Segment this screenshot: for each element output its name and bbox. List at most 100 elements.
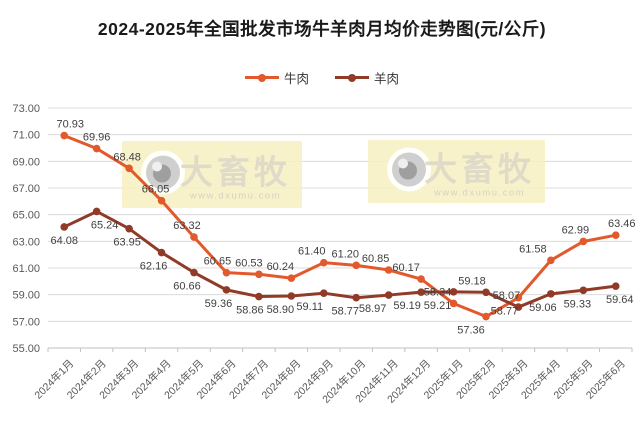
legend-label: 牛肉 [283, 72, 309, 86]
x-axis: 2024年1月2024年2月2024年3月2024年4月2024年5月2024年… [32, 347, 633, 406]
data-label: 61.58 [519, 243, 547, 255]
data-point-marker [352, 293, 361, 302]
data-label: 60.85 [362, 253, 390, 265]
data-label: 66.05 [142, 184, 170, 196]
legend-label: 羊肉 [374, 72, 400, 86]
data-label: 58.97 [359, 303, 387, 315]
data-label: 58.34 [424, 286, 452, 298]
data-label: 63.95 [113, 237, 141, 249]
watermark-url-text: www.dxumu.com [189, 191, 281, 202]
data-point-marker [579, 237, 588, 246]
watermark-brand-text: 大畜牧 [424, 151, 535, 188]
data-label: 60.66 [173, 281, 201, 293]
data-label: 61.40 [298, 246, 326, 258]
data-point-marker [125, 224, 133, 233]
data-point-marker [514, 303, 523, 311]
y-axis-tick-label: 73.00 [12, 103, 40, 115]
data-label: 58.07 [493, 290, 521, 302]
data-point-marker [547, 256, 555, 265]
legend-item-beef: 牛肉 [244, 68, 309, 87]
data-point-marker [222, 268, 231, 277]
y-axis-tick-label: 67.00 [12, 183, 40, 195]
data-label: 59.21 [424, 300, 452, 312]
data-point-marker [255, 270, 263, 279]
data-label: 59.36 [205, 298, 233, 310]
data-label: 62.99 [562, 224, 590, 236]
data-label: 59.06 [529, 302, 557, 314]
data-point-marker [319, 289, 328, 298]
legend-line-marker-icon [244, 76, 279, 79]
data-label: 60.24 [267, 261, 295, 273]
data-point-marker [611, 231, 620, 239]
data-point-marker [384, 266, 393, 274]
watermark-eye-logo-icon [387, 147, 431, 192]
watermark-eye-logo-icon [141, 150, 185, 195]
data-point-marker [319, 258, 328, 267]
data-point-marker [514, 293, 523, 302]
data-point-marker [255, 292, 263, 301]
data-label: 60.53 [235, 257, 263, 269]
data-label: 60.17 [392, 262, 420, 274]
data-label: 58.90 [267, 304, 295, 316]
data-label: 61.20 [331, 248, 359, 260]
data-point-marker [384, 291, 393, 299]
series-beef [60, 131, 620, 321]
data-label: 59.18 [458, 275, 486, 287]
data-point-marker [287, 274, 296, 282]
watermark-brand-text: 大畜牧 [180, 154, 291, 191]
series-mutton [60, 207, 620, 311]
data-point-marker [60, 223, 69, 231]
y-axis-tick-label: 59.00 [12, 290, 40, 302]
data-label: 59.64 [606, 294, 634, 306]
y-axis-tick-label: 65.00 [12, 210, 40, 222]
data-point-marker [287, 292, 296, 300]
data-point-marker [352, 261, 361, 270]
y-axis-tick-label: 61.00 [12, 263, 40, 275]
data-point-marker [579, 286, 588, 295]
data-point-marker [92, 207, 101, 216]
legend-item-mutton: 羊肉 [335, 68, 399, 87]
data-label: 57.36 [457, 325, 485, 337]
y-axis-tick-label: 57.00 [12, 316, 40, 328]
data-label: 59.11 [296, 301, 323, 313]
data-label: 62.16 [140, 261, 168, 273]
data-point-marker [92, 144, 101, 153]
eye-highlight [152, 161, 162, 172]
data-point-marker [417, 288, 425, 296]
data-point-marker [222, 286, 231, 294]
data-point-marker [190, 233, 198, 241]
y-axis-tick-label: 63.00 [12, 236, 40, 248]
series-line [62, 134, 618, 319]
data-label: 59.33 [564, 298, 592, 310]
y-axis-tick-label: 71.00 [12, 130, 40, 142]
y-axis-tick-label: 55.00 [12, 343, 40, 355]
eye-highlight [398, 158, 408, 169]
data-point-marker [482, 312, 490, 321]
data-point-marker [417, 275, 425, 283]
legend-line-marker-icon [335, 76, 369, 79]
data-label: 63.46 [608, 218, 636, 230]
data-label: 68.48 [113, 151, 141, 163]
data-point-marker [60, 131, 69, 140]
data-point-marker [482, 288, 490, 297]
chart-title: 2024-2025年全国批发市场牛羊肉月均价走势图(元/公斤) [97, 19, 547, 39]
data-label: 64.08 [50, 235, 78, 247]
data-label: 60.65 [204, 256, 232, 268]
y-axis-tick-label: 69.00 [12, 156, 40, 168]
data-label: 58.77 [491, 306, 519, 318]
data-point-marker [125, 164, 133, 173]
series-line [62, 209, 618, 309]
data-point-marker [611, 282, 620, 290]
data-label: 59.19 [393, 300, 421, 312]
data-label: 65.24 [91, 219, 119, 231]
data-point-marker [157, 248, 166, 257]
data-label: 70.93 [56, 119, 84, 131]
data-point-marker [190, 268, 198, 277]
data-label: 69.96 [83, 132, 111, 144]
chart-legend: 牛肉 羊肉 [0, 68, 644, 87]
